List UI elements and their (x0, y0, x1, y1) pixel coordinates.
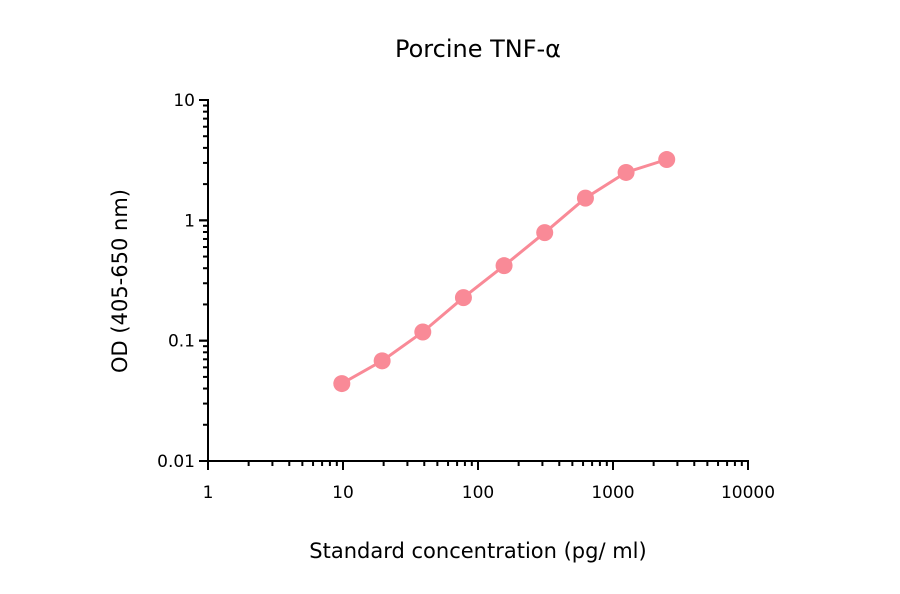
data-point-marker (617, 163, 635, 181)
x-tick-label: 1000 (591, 483, 634, 503)
x-tick-label: 10000 (721, 483, 775, 503)
x-tick-label: 100 (462, 483, 494, 503)
chart-title: Porcine TNF-α (395, 35, 561, 63)
y-axis-label: OD (405-650 nm) (108, 189, 132, 373)
x-axis-label: Standard concentration (pg/ ml) (309, 539, 646, 563)
data-point-marker (495, 257, 513, 275)
data-point-marker (414, 323, 432, 341)
y-tick-label: 10 (173, 91, 195, 111)
y-tick-label: 0.01 (157, 452, 195, 472)
data-point-marker (454, 289, 472, 307)
y-tick-label: 0.1 (168, 332, 195, 352)
y-tick-label: 1 (184, 211, 195, 231)
data-point-marker (333, 375, 351, 393)
data-series (333, 151, 676, 393)
data-point-marker (658, 151, 676, 169)
x-tick-label: 1 (203, 483, 214, 503)
x-tick-label: 10 (332, 483, 354, 503)
axes: 1 10 100 1000 10000 0.01 0.1 1 10 (157, 91, 775, 503)
data-point-marker (576, 189, 594, 207)
data-point-marker (373, 352, 391, 370)
data-point-marker (536, 224, 554, 242)
